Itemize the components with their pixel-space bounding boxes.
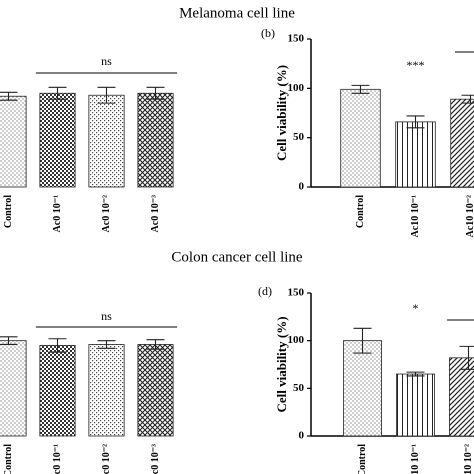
y-tick-label: 50 — [293, 131, 305, 143]
y-tick-label: 100 — [288, 334, 305, 346]
y-axis-label: Cell viability (%) — [274, 65, 289, 161]
x-tick-label: Control — [3, 444, 14, 474]
x-tick-label: Ac0 10⁻² — [101, 195, 112, 232]
error-bar — [353, 327, 372, 354]
x-tick-label: Control — [355, 195, 366, 228]
error-bar — [146, 339, 165, 350]
x-tick-label: Ac0 10⁻¹ — [52, 444, 63, 474]
y-tick-label: 50 — [293, 382, 305, 394]
error-bar — [406, 371, 425, 377]
bar — [396, 373, 435, 437]
panel-label: (d) — [258, 284, 272, 298]
error-bar — [0, 91, 18, 101]
bar — [0, 95, 27, 188]
bar — [340, 88, 381, 188]
annotation: *** — [407, 58, 425, 72]
x-tick-label: Ac10 10⁻² — [463, 444, 474, 474]
error-bar — [351, 84, 370, 94]
y-tick-label: 0 — [299, 430, 305, 442]
panel-label: (b) — [261, 26, 275, 40]
bar — [395, 121, 436, 188]
y-axis-label: Cell viability (%) — [274, 316, 289, 412]
chart-title: Melanoma cell line — [179, 5, 295, 21]
error-bar — [406, 115, 425, 129]
bar — [449, 357, 474, 437]
annotation: * — [413, 301, 419, 315]
y-tick-label: 150 — [288, 33, 305, 45]
bar — [39, 92, 76, 188]
bar — [450, 98, 474, 188]
y-tick-label: 150 — [288, 287, 305, 299]
x-tick-label: Ac10 10⁻¹ — [410, 444, 421, 474]
x-tick-label: Control — [3, 195, 14, 228]
annotation: ns — [101, 309, 112, 323]
chart-title: Colon cancer cell line — [171, 249, 303, 265]
y-tick-label: 0 — [299, 181, 305, 193]
error-bar — [97, 340, 116, 349]
annotation: ns — [101, 54, 112, 68]
error-bar — [97, 86, 116, 104]
bar — [0, 340, 27, 437]
bar — [343, 340, 382, 437]
bar — [39, 345, 76, 437]
x-tick-label: Ac0 10⁻¹ — [52, 195, 63, 232]
y-tick-label: 100 — [288, 82, 305, 94]
error-bar — [48, 86, 67, 100]
x-tick-label: Ac0 10⁻³ — [150, 195, 161, 232]
x-tick-label: Ac10 10⁻² — [465, 195, 474, 237]
error-bar — [459, 345, 474, 370]
bar — [137, 344, 174, 437]
error-bar — [146, 86, 165, 100]
x-tick-label: Ac0 10⁻² — [101, 444, 112, 474]
x-tick-label: Ac0 10⁻³ — [150, 444, 161, 474]
bar — [137, 92, 174, 188]
error-bar — [48, 338, 67, 353]
x-tick-label: Ac10 10⁻¹ — [410, 195, 421, 237]
error-bar — [0, 336, 18, 346]
bar — [88, 94, 125, 188]
error-bar — [461, 94, 474, 104]
x-tick-label: Control — [357, 444, 368, 474]
bar — [88, 344, 125, 437]
